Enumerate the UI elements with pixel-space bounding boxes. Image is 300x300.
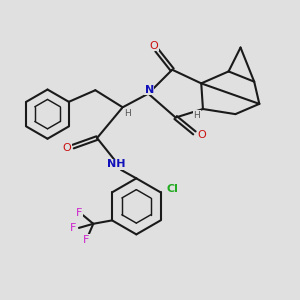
Text: O: O [198,130,206,140]
Text: O: O [63,143,71,153]
Text: H: H [194,111,200,120]
Text: F: F [76,208,82,218]
Text: F: F [70,223,76,233]
Text: O: O [150,41,158,51]
Text: H: H [124,109,130,118]
Text: N: N [145,85,154,94]
Text: NH: NH [106,159,125,169]
Text: F: F [83,235,90,245]
Text: Cl: Cl [167,184,178,194]
